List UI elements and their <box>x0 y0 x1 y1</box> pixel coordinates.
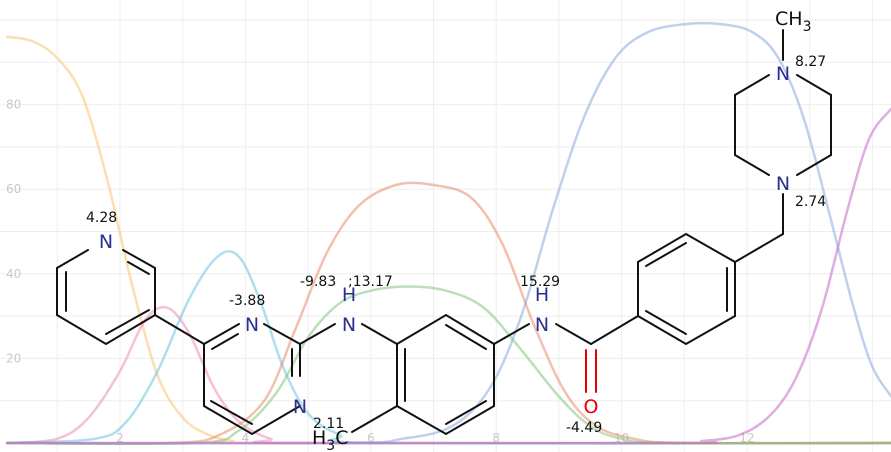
pyridine-inner-bonds <box>65 261 150 335</box>
biaryl-bond <box>154 314 205 345</box>
methyl-bond <box>351 405 398 433</box>
atom-methyl-top: CH3 <box>775 8 811 35</box>
pka-piperazine-methyl: 8.27 <box>795 54 826 70</box>
imatinib-structure: N N N H N H N O N N CH3 H3C 4.28 -3.88 -… <box>56 8 832 452</box>
y-tick-label: 20 <box>6 351 21 365</box>
x-tick-label: 8 <box>492 431 500 445</box>
series-line-4 <box>5 181 891 445</box>
right-ring-bonds <box>637 232 736 346</box>
series-line-3 <box>5 250 891 445</box>
atom-methyl-ring-sub: 3 <box>326 438 335 452</box>
x-tick-label: 4 <box>242 431 250 445</box>
atom-methyl-top-ch: CH <box>775 8 803 30</box>
pka-pyridine: 4.28 <box>86 210 117 226</box>
y-tick-label: 80 <box>6 98 21 112</box>
atom-methyl-ring-h: H <box>312 427 326 449</box>
atom-amide-h: H <box>535 284 549 306</box>
benzyl-bond-1 <box>734 233 784 263</box>
pka-pyrimidine: -3.88 <box>229 293 265 309</box>
pka-amine-b: ;13.17 <box>348 274 393 290</box>
carbonyl-double-bond <box>585 349 597 393</box>
atom-piperazine-n-benzyl: N <box>776 173 790 195</box>
amine-bond-left <box>299 323 336 345</box>
series-lines <box>5 21 891 446</box>
central-ring-bonds <box>396 313 495 436</box>
atom-amine-h: H <box>342 284 356 306</box>
y-tick-label: 60 <box>6 182 21 196</box>
pyridine-ring-bonds <box>56 249 156 346</box>
central-ring-inner-bonds <box>404 324 487 425</box>
atom-methyl-top-sub: 3 <box>803 19 812 35</box>
pyrimidine-inner-bonds <box>210 333 293 425</box>
pka-carbonyl: -4.49 <box>566 420 602 436</box>
amide-n-bond-right <box>555 323 592 345</box>
x-tick-label: 6 <box>367 431 375 445</box>
y-tick-labels: 20 40 60 80 <box>6 98 21 366</box>
amide-n-bond-left <box>493 323 530 345</box>
pka-piperazine-benzyl: 2.74 <box>795 194 826 210</box>
series-line-5 <box>5 285 891 446</box>
carbonyl-to-ring-bond <box>590 315 639 345</box>
pka-amine-a: -9.83 <box>300 274 336 290</box>
y-tick-label: 40 <box>6 267 21 281</box>
atom-piperazine-n-methyl: N <box>776 63 790 85</box>
atom-carbonyl-o: O <box>584 396 599 418</box>
right-ring-inner-bonds <box>645 242 728 335</box>
atom-methyl-ring: H3C <box>312 427 349 452</box>
pka-methyl: 2.11 <box>313 416 344 432</box>
pka-amide-nh: 15.29 <box>520 274 560 290</box>
atom-amide-n: N <box>535 314 549 336</box>
series-line-7 <box>5 107 891 445</box>
atom-pyridine-n: N <box>99 231 113 253</box>
atom-pyrimidine-n3: N <box>293 396 307 418</box>
series-line-6 <box>5 21 891 445</box>
piperazine-ring-bonds <box>734 74 832 176</box>
atom-pyrimidine-n1: N <box>245 314 259 336</box>
amine-bond-right <box>361 323 398 345</box>
series-line-1 <box>5 35 891 445</box>
atom-methyl-ring-c: C <box>335 427 348 449</box>
x-tick-label: 2 <box>116 431 124 445</box>
atom-amine-n: N <box>342 314 356 336</box>
